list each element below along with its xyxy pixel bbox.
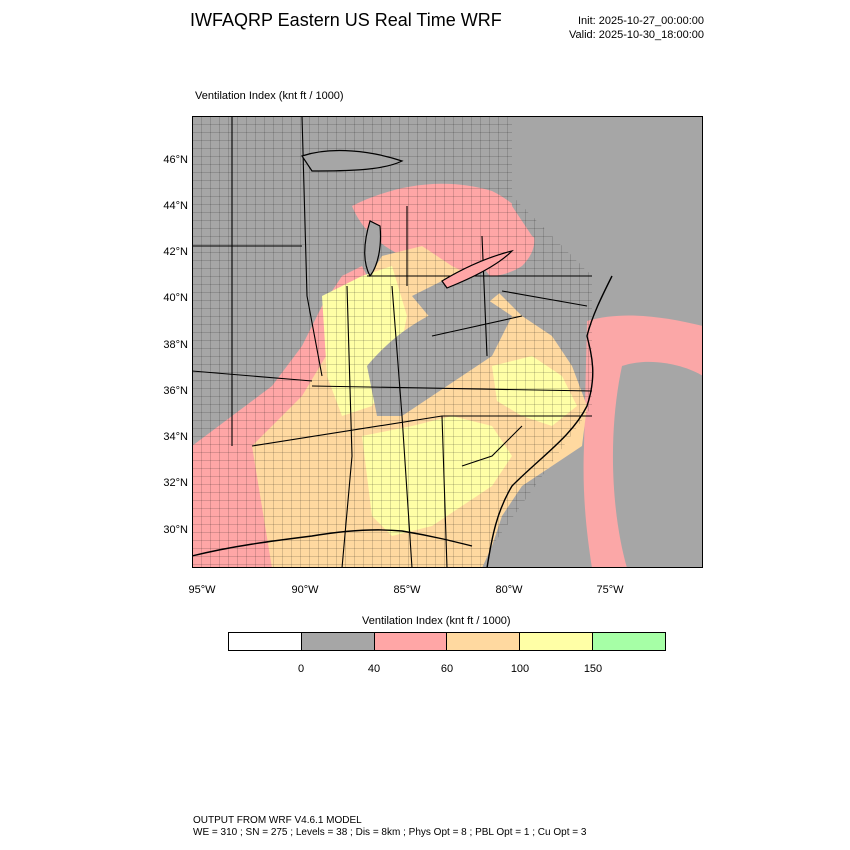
lat-label: 44°N [163,200,188,212]
legend-title: Ventilation Index (knt ft / 1000) [362,615,511,627]
legend-bin [229,633,302,650]
state-boundaries [191,115,593,569]
lat-label: 32°N [163,477,188,489]
lon-label: 95°W [188,584,216,596]
lake-superior [301,149,404,172]
lon-label: 90°W [291,584,319,596]
map-border [192,116,703,568]
legend-bin [447,633,521,650]
lake-michigan [364,220,382,278]
run-times: Init: 2025-10-27_00:00:00 Valid: 2025-10… [569,14,704,42]
model-config: WE = 310 ; SN = 275 ; Levels = 38 ; Dis … [193,827,587,838]
lon-label: 85°W [393,584,421,596]
legend-tick-label: 0 [297,663,305,675]
lat-label: 40°N [163,292,188,304]
legend-bin [520,633,594,650]
map-title: Ventilation Index (knt ft / 1000) [195,90,344,102]
legend-tick-label: 150 [583,663,603,675]
legend-bin [374,633,448,650]
chart-title: IWFAQRP Eastern US Real Time WRF [190,10,502,30]
lat-label: 36°N [163,385,188,397]
lon-label: 80°W [495,584,523,596]
gulf-coastline [191,529,473,557]
lat-label: 30°N [163,524,188,536]
map-panel [191,115,703,569]
valid-time: Valid: 2025-10-30_18:00:00 [569,29,704,41]
legend-bin [301,633,375,650]
legend-tick-label: 40 [367,663,381,675]
county-overlay [192,116,592,568]
lat-label: 38°N [163,339,188,351]
color-legend [228,632,666,651]
lon-label: 75°W [596,584,624,596]
lake-erie [441,249,514,289]
lat-label: 42°N [163,246,188,258]
init-time: Init: 2025-10-27_00:00:00 [578,15,704,27]
model-info: OUTPUT FROM WRF V4.6.1 MODEL WE = 310 ; … [193,815,586,839]
offshore-gray-region [612,361,703,568]
legend-tick-label: 60 [440,663,454,675]
lat-label: 46°N [163,154,188,166]
ventilation-map [191,115,703,569]
legend-bin [593,633,665,650]
legend-tick-label: 100 [510,663,530,675]
atlantic-coastline [486,275,613,569]
lat-label: 34°N [163,431,188,443]
model-version: OUTPUT FROM WRF V4.6.1 MODEL [193,815,362,826]
